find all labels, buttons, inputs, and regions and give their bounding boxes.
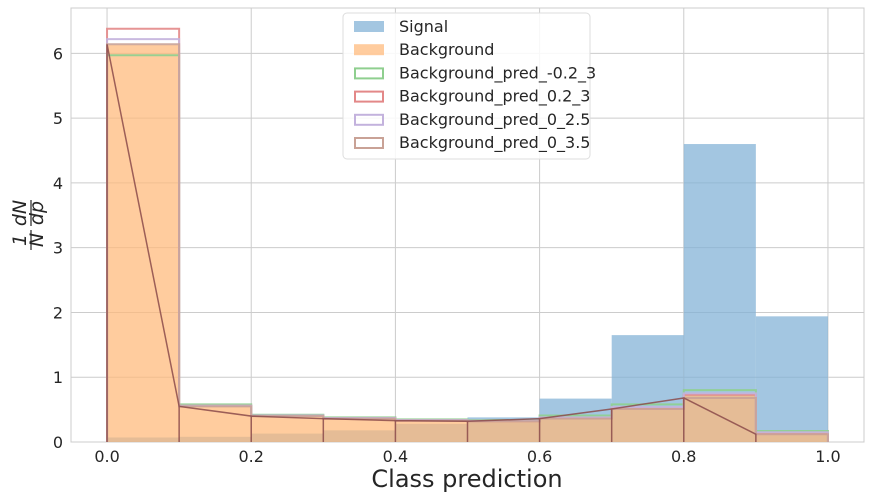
legend-items: Signal Background Background_pred_-0.2_3 Ba… bbox=[354, 17, 596, 153]
y-axis-label-dn: dN bbox=[9, 200, 31, 226]
legend-label-background: Background bbox=[399, 40, 494, 59]
x-tick-label: 1.0 bbox=[815, 447, 840, 466]
y-axis-label-n: N bbox=[26, 233, 48, 247]
legend-label-background-pred-0-2.5: Background_pred_0_2.5 bbox=[399, 110, 590, 130]
y-tick-labels: 0 1 2 3 4 5 6 bbox=[53, 44, 63, 452]
legend-label-background-pred-0.2-3: Background_pred_0.2_3 bbox=[399, 87, 590, 107]
x-tick-label: 0.2 bbox=[239, 447, 264, 466]
legend-swatch-background-pred-0-3.5 bbox=[354, 137, 384, 149]
legend-label-signal: Signal bbox=[399, 17, 448, 36]
y-tick-label: 3 bbox=[53, 239, 63, 258]
bar-background bbox=[683, 394, 756, 442]
bar-background bbox=[395, 419, 468, 442]
bar-background bbox=[755, 431, 828, 442]
y-tick-label: 5 bbox=[53, 109, 63, 128]
bars-layer bbox=[107, 44, 828, 442]
x-tick-label: 0.6 bbox=[527, 447, 552, 466]
legend-label-background-pred-0.2-3: Background_pred_-0.2_3 bbox=[399, 63, 596, 83]
y-tick-label: 2 bbox=[53, 303, 63, 322]
step-lines-layer bbox=[106, 27, 829, 442]
legend: Signal Background Background_pred_-0.2_3 Ba… bbox=[342, 12, 596, 160]
x-tick-label: 0.8 bbox=[671, 447, 696, 466]
legend-swatch-background-pred-0.2-3 bbox=[354, 67, 384, 80]
y-axis-label: 1 N dN dp bbox=[9, 200, 48, 250]
bar-signal bbox=[755, 316, 828, 442]
legend-swatch-background-pred-0-2.5 bbox=[354, 113, 384, 126]
y-axis-label-dp: dp bbox=[26, 201, 48, 225]
x-tick-label: 0.0 bbox=[94, 447, 119, 466]
legend-swatch-signal bbox=[354, 21, 384, 32]
legend-box bbox=[342, 12, 591, 160]
bar-signal bbox=[683, 144, 756, 442]
y-axis-label-one: 1 bbox=[9, 234, 31, 246]
y-tick-label: 1 bbox=[53, 368, 63, 387]
x-axis-label: Class prediction bbox=[371, 465, 562, 493]
y-tick-label: 4 bbox=[53, 174, 63, 193]
y-tick-label: 6 bbox=[53, 44, 63, 63]
y-tick-label: 0 bbox=[53, 433, 63, 452]
bar-background bbox=[107, 44, 180, 442]
bar-background bbox=[251, 414, 324, 442]
bar-background bbox=[323, 418, 396, 442]
x-tick-label: 0.4 bbox=[383, 447, 408, 466]
legend-swatch-background bbox=[354, 44, 384, 56]
x-tick-labels: 0.0 0.2 0.4 0.6 0.8 1.0 bbox=[94, 447, 840, 466]
legend-swatch-background-pred-0.2-3 bbox=[354, 90, 384, 103]
bar-background bbox=[611, 407, 684, 442]
legend-label-background-pred-0-3.5: Background_pred_0_3.5 bbox=[399, 133, 590, 153]
bar-background bbox=[467, 420, 540, 442]
bar-background bbox=[539, 416, 612, 442]
